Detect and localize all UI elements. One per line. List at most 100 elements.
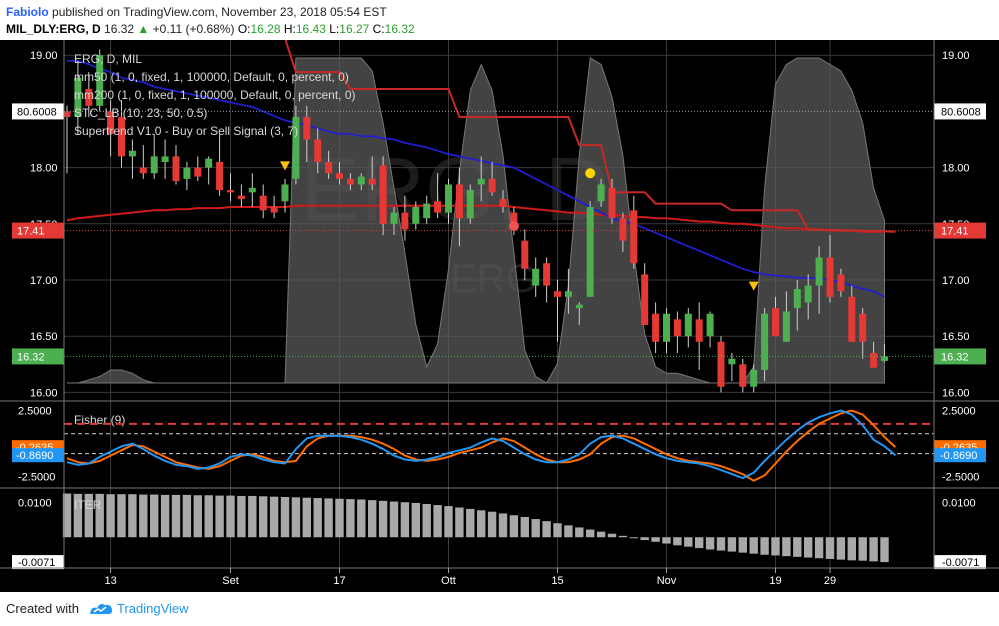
candle-body: [597, 184, 605, 202]
iter-bar: [771, 537, 780, 556]
candle-body: [237, 195, 245, 200]
iter-bar: [716, 537, 726, 551]
iter-bar: [836, 537, 846, 560]
iter-bar: [662, 537, 671, 544]
candle: [521, 229, 529, 280]
iter-bar: [433, 505, 442, 538]
stc-area-path: [67, 57, 885, 384]
candle-body: [782, 311, 790, 342]
candle-body: [499, 199, 507, 207]
author-link[interactable]: Fabiolo: [6, 5, 49, 19]
last-price: 16.32: [104, 22, 135, 36]
moving-averages: [66, 40, 896, 298]
fisher-left-tag: [12, 448, 64, 463]
iter-bar: [400, 502, 410, 538]
iter-bar: [880, 537, 889, 563]
iter-bar: [84, 493, 93, 538]
candle-body: [183, 167, 191, 179]
left-tick-label: 16.50: [30, 331, 58, 343]
iter-bar: [607, 533, 617, 538]
iter-bar: [640, 537, 649, 541]
candle-body: [325, 162, 333, 174]
candle: [401, 195, 409, 241]
candle-body: [510, 212, 518, 230]
iter-bar: [487, 511, 497, 538]
candle-body: [826, 257, 834, 297]
candle: [314, 128, 322, 174]
left-axis-background: [0, 40, 64, 568]
tradingview-link[interactable]: TradingView: [117, 601, 189, 616]
fisher-right-tick: 2.5000: [942, 406, 976, 418]
iter-bar: [160, 494, 170, 538]
candle-body: [434, 201, 442, 213]
fisher-right-tag: [934, 448, 986, 463]
candle: [183, 162, 191, 191]
candle: [837, 268, 845, 297]
iter-title: ITER: [74, 498, 102, 512]
iter-bar: [738, 537, 747, 553]
iter-bar: [444, 506, 453, 538]
iter-left-tag: [12, 555, 64, 570]
price-pane[interactable]: ERG, D ERG 16.0016.0016.5016.5017.0017.0…: [12, 40, 986, 568]
candle: [96, 49, 104, 112]
right-axis-background: [934, 40, 999, 568]
iter-bar: [62, 493, 72, 538]
candle-body: [412, 206, 420, 224]
legend-mm200[interactable]: mm200 (1, 0, fixed, 1, 100000, Default, …: [74, 88, 356, 102]
publish-line: Fabiolo published on TradingView.com, No…: [6, 5, 387, 19]
candle-body: [761, 313, 769, 370]
candle-body: [270, 206, 278, 213]
candle-body: [652, 313, 660, 342]
candle: [488, 162, 496, 196]
candle: [434, 173, 442, 219]
time-axis[interactable]: 13 Set 17 Ott 15 Nov 19 29: [104, 568, 836, 587]
iter-bar: [629, 537, 638, 539]
iter-bar: [237, 495, 246, 538]
left-price-tag-label: 80.6008: [17, 106, 57, 118]
candle: [259, 184, 267, 219]
candle: [750, 364, 758, 393]
legend-mm50[interactable]: mm50 (1, 0, fixed, 1, 100000, Default, 0…: [74, 70, 349, 84]
legend-supertrend[interactable]: Supertrend V1.0 - Buy or Sell Signal (3,…: [74, 124, 298, 138]
candle-body: [96, 55, 104, 106]
stc-area: [67, 57, 885, 384]
chart-legend[interactable]: ERG, D, MIL mm50 (1, 0, fixed, 1, 100000…: [74, 52, 356, 138]
candle: [652, 302, 660, 354]
chart-canvas[interactable]: ERG, D ERG 16.0016.0016.5016.5017.0017.0…: [0, 40, 999, 592]
legend-stc[interactable]: STC_LB (10, 23, 50, 0.5): [74, 106, 207, 120]
iter-left-tick: 0.0100: [18, 497, 52, 509]
iter-bar: [804, 537, 813, 558]
fisher-left-tick: -2.5000: [18, 472, 55, 484]
candle-body: [107, 111, 115, 134]
up-arrow-icon: ▲: [137, 22, 150, 36]
supertrend-signals: [280, 161, 759, 291]
candle: [826, 235, 834, 303]
iter-right-tag: [934, 555, 986, 570]
candle-body: [684, 313, 692, 337]
fisher-pane[interactable]: Fisher (9) 2.5000 2.5000 -2.5000 -2.5000 -0…: [12, 406, 986, 484]
right-price-tag-label: 17.41: [941, 226, 969, 238]
iter-bar: [411, 502, 420, 538]
open-label: O:: [237, 22, 251, 36]
candle: [248, 173, 256, 207]
iter-bar: [586, 529, 595, 538]
x-tick-label: 13: [104, 575, 116, 587]
open-value: 16.28: [250, 22, 281, 36]
x-axis-background: [0, 568, 999, 592]
price-change: +0.11 (+0.68%): [152, 22, 235, 36]
tradingview-logo-icon[interactable]: [88, 600, 114, 616]
candle-body: [695, 319, 703, 342]
left-tick-label: 19.00: [30, 50, 58, 62]
candle-body: [608, 187, 616, 219]
high-label: H:: [283, 22, 296, 36]
candle-body: [793, 288, 801, 309]
candle-body: [466, 190, 474, 219]
candle-body: [259, 195, 267, 211]
x-tick-label: Ott: [441, 575, 456, 587]
iter-bar: [695, 537, 704, 549]
iter-bar: [858, 537, 867, 561]
candle: [815, 246, 823, 314]
iter-bar: [477, 510, 486, 538]
iter-bar: [531, 519, 540, 538]
